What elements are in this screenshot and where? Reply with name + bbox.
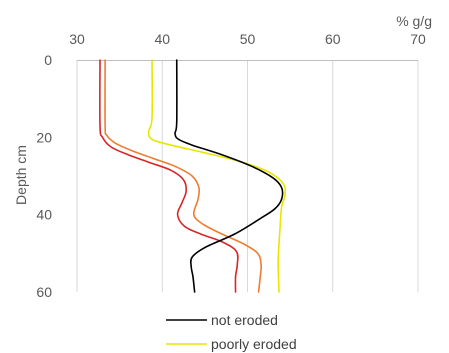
x-tick-label: 40 [154,31,170,47]
y-tick-label: 0 [44,52,52,68]
x-tick-label: 70 [410,31,426,47]
series-line-2 [104,59,263,293]
gridlines [76,60,419,292]
series-line-0 [174,59,284,293]
legend-label: not eroded [211,312,278,328]
x-tick-label: 30 [69,31,85,47]
y-tick-label: 60 [36,284,52,300]
y-tick-label: 20 [36,129,52,145]
series-lines [99,59,287,293]
x-axis-unit-label: % g/g [396,13,432,29]
x-tick-label: 50 [240,31,256,47]
legend: not eroded poorly eroded [166,312,297,352]
y-tick-labels: 0 20 40 60 [36,52,52,300]
series-line-1 [147,59,287,293]
y-tick-label: 40 [36,207,52,223]
series-line-3 [99,59,239,293]
y-axis-title: Depth cm [13,145,29,205]
x-tick-label: 60 [325,31,341,47]
x-tick-labels: 30 40 50 60 70 [69,31,426,47]
legend-label: poorly eroded [211,336,297,352]
